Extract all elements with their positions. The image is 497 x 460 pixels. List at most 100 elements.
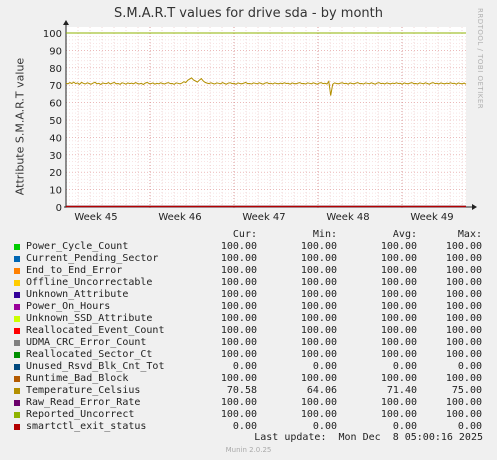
legend-swatch: [14, 424, 20, 430]
legend-series-name: Raw_Read_Error_Rate: [26, 397, 141, 408]
legend-row: Reported_Uncorrect 100.00 100.00 100.00 100.…: [14, 409, 482, 421]
legend-swatch: [14, 388, 20, 394]
legend-min-value: 100.00: [300, 265, 337, 276]
legend-series-name: UDMA_CRC_Error_Count: [26, 337, 147, 348]
legend-series-name: Power_Cycle_Count: [26, 241, 129, 252]
legend-min-value: 100.00: [300, 373, 337, 384]
legend-min-value: 0.00: [312, 361, 337, 372]
legend-avg-value: 100.00: [380, 325, 417, 336]
legend-row: Raw_Read_Error_Rate 100.00 100.00 100.00 100…: [14, 397, 482, 409]
legend-cur-value: 100.00: [220, 313, 257, 324]
legend-series-name: Unknown_SSD_Attribute: [26, 313, 153, 324]
legend-swatch: [14, 400, 20, 406]
legend-series-name: End_to_End_Error: [26, 265, 123, 276]
legend-min-value: 100.00: [300, 325, 337, 336]
legend-row: Power_Cycle_Count 100.00 100.00 100.00 100.0…: [14, 241, 482, 253]
y-tick-label: 60: [49, 99, 62, 110]
legend-cur-value: 100.00: [220, 277, 257, 288]
legend-series-name: Unused_Rsvd_Blk_Cnt_Tot: [26, 361, 165, 372]
legend-max-value: 100.00: [445, 301, 482, 312]
legend-cur-value: 100.00: [220, 409, 257, 420]
header-cur: Cur:: [232, 229, 257, 240]
legend-series-name: Reallocated_Sector_Ct: [26, 349, 153, 360]
legend-swatch: [14, 352, 20, 358]
legend-min-value: 100.00: [300, 397, 337, 408]
legend-swatch: [14, 328, 20, 334]
y-tick-label: 30: [49, 151, 62, 162]
x-axis-arrow: [472, 204, 477, 210]
legend-min-value: 64.06: [306, 385, 337, 396]
legend-row: Unknown_SSD_Attribute 100.00 100.00 100.00 1…: [14, 313, 482, 325]
legend-series-name: Power_On_Hours: [26, 301, 111, 312]
legend-row: smartctl_exit_status 0.00 0.00 0.00 0.00: [14, 421, 482, 433]
legend-min-value: 100.00: [300, 253, 337, 264]
legend-cur-value: 100.00: [220, 337, 257, 348]
legend-max-value: 0.00: [457, 421, 482, 432]
legend-avg-value: 100.00: [380, 313, 417, 324]
y-tick-label: 0: [56, 203, 62, 214]
legend-series-name: Temperature_Celsius: [26, 385, 141, 396]
legend-avg-value: 100.00: [380, 241, 417, 252]
legend-row: Temperature_Celsius 70.58 64.06 71.40 75.00: [14, 385, 482, 397]
legend-row: Reallocated_Sector_Ct 100.00 100.00 100.00 1…: [14, 349, 482, 361]
legend-swatch: [14, 280, 20, 286]
legend-cur-value: 0.00: [232, 421, 257, 432]
legend-avg-value: 0.00: [392, 361, 417, 372]
y-tick-label: 80: [49, 64, 62, 75]
legend-series-name: Offline_Uncorrectable: [26, 277, 153, 288]
legend-avg-value: 100.00: [380, 337, 417, 348]
x-tick-label: Week 48: [326, 212, 369, 223]
legend-table: Cur: Min: Avg: Max: Power_Cycle_Count 100…: [14, 229, 482, 433]
legend-swatch: [14, 316, 20, 322]
y-tick-label: 70: [49, 81, 62, 92]
legend-avg-value: 71.40: [386, 385, 417, 396]
legend-cur-value: 100.00: [220, 241, 257, 252]
legend-row: UDMA_CRC_Error_Count 100.00 100.00 100.00 10…: [14, 337, 482, 349]
legend-row: Runtime_Bad_Block 100.00 100.00 100.00 100.0…: [14, 373, 482, 385]
legend-avg-value: 100.00: [380, 301, 417, 312]
rrdtool-credit: RRDTOOL / TOBI OETIKER: [476, 8, 484, 110]
legend-min-value: 0.00: [312, 421, 337, 432]
legend-row: Reallocated_Event_Count 100.00 100.00 100.0…: [14, 325, 482, 337]
legend-max-value: 100.00: [445, 313, 482, 324]
legend-max-value: 100.00: [445, 409, 482, 420]
y-tick-label: 100: [43, 29, 62, 40]
y-tick-label: 20: [49, 168, 62, 179]
legend-avg-value: 100.00: [380, 289, 417, 300]
legend-avg-value: 100.00: [380, 265, 417, 276]
y-tick-label: 50: [49, 116, 62, 127]
legend-row: Unknown_Attribute 100.00 100.00 100.00 100.0…: [14, 289, 482, 301]
legend-swatch: [14, 364, 20, 370]
series-line-Temperature_Celsius: [65, 77, 467, 96]
y-tick-label: 10: [49, 186, 62, 197]
legend-avg-value: 100.00: [380, 409, 417, 420]
plot-area: 0 10 20 30 40 50 60 70 80 90 100 Week 45 Week 46 Week…: [43, 20, 477, 223]
legend-cur-value: 100.00: [220, 349, 257, 360]
y-tick-label: 40: [49, 133, 62, 144]
legend-min-value: 100.00: [300, 241, 337, 252]
legend-series-name: Runtime_Bad_Block: [26, 373, 129, 384]
legend-cur-value: 100.00: [220, 265, 257, 276]
legend-row: Unused_Rsvd_Blk_Cnt_Tot 0.00 0.00 0.00 0.00: [14, 361, 482, 373]
legend-max-value: 100.00: [445, 265, 482, 276]
y-axis-arrow: [63, 20, 69, 25]
legend-series-name: Reported_Uncorrect: [26, 409, 135, 420]
legend-header-row: Cur: Min: Avg: Max:: [14, 229, 482, 241]
legend-cur-value: 100.00: [220, 397, 257, 408]
legend-min-value: 100.00: [300, 349, 337, 360]
legend-max-value: 100.00: [445, 349, 482, 360]
legend-max-value: 100.00: [445, 241, 482, 252]
legend-row: Offline_Uncorrectable 100.00 100.00 100.00 1…: [14, 277, 482, 289]
legend-max-value: 100.00: [445, 325, 482, 336]
legend-max-value: 75.00: [451, 385, 482, 396]
legend-series-name: Current_Pending_Sector: [26, 253, 159, 264]
legend-avg-value: 100.00: [380, 277, 417, 288]
legend-swatch: [14, 244, 20, 250]
legend-min-value: 100.00: [300, 337, 337, 348]
legend-cur-value: 0.00: [232, 361, 257, 372]
legend-max-value: 100.00: [445, 373, 482, 384]
header-max: Max:: [457, 229, 482, 240]
last-update: Last update: Mon Dec 8 05:00:16 2025: [254, 432, 483, 443]
legend-series-name: Unknown_Attribute: [26, 289, 129, 300]
legend-swatch: [14, 340, 20, 346]
